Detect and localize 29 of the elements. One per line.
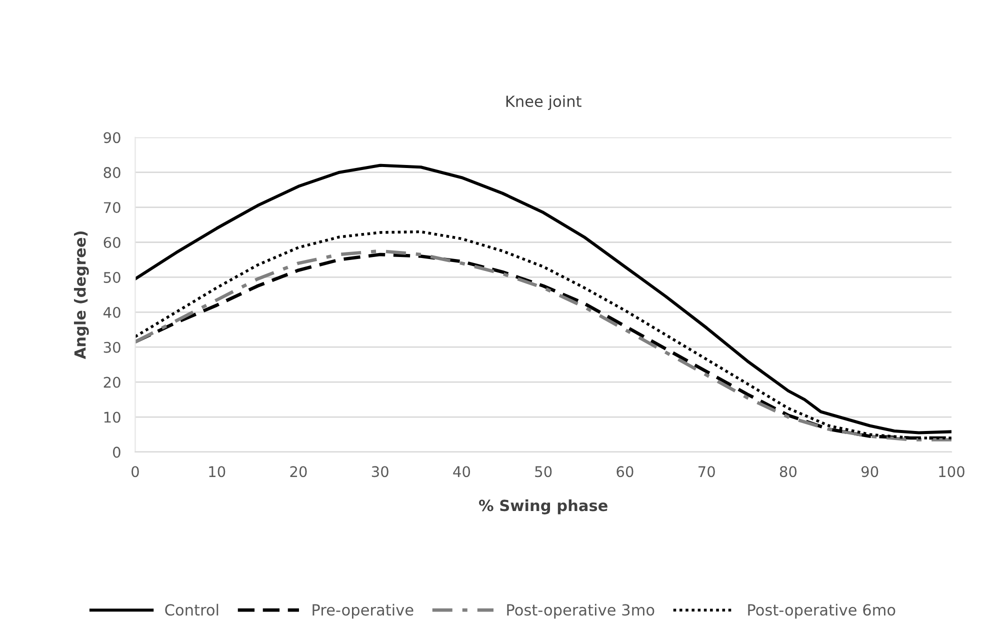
y-tick-label: 70 [104, 202, 120, 214]
x-tick-label: 80 [780, 466, 797, 478]
line-series [135, 164, 952, 434]
x-tick-label: 60 [616, 466, 634, 478]
y-tick-label: 20 [104, 376, 120, 388]
x-tick-label: 10 [209, 466, 226, 478]
chart-title: Knee joint [506, 95, 582, 110]
y-tick-label: 10 [104, 412, 120, 423]
y-tick-label: 80 [104, 167, 120, 178]
legend-label: Control [165, 604, 218, 616]
x-tick-label: 70 [698, 466, 715, 478]
x-tick-label: 100 [939, 466, 964, 478]
x-tick-label: 30 [372, 466, 388, 478]
y-tick-label: 30 [104, 342, 120, 353]
x-axis-title: % Swing phase [478, 499, 608, 514]
x-tick-label: 20 [290, 466, 307, 478]
x-tick-label: 40 [453, 466, 470, 478]
legend-label: Post-operative 6mo [748, 604, 896, 619]
y-tick-label: 0 [113, 446, 120, 458]
y-tick-label: 40 [103, 306, 120, 318]
y-tick-label: 50 [104, 272, 120, 283]
x-tick-label: 50 [535, 466, 552, 478]
x-tick-label: 90 [861, 466, 878, 478]
legend-label: Pre-operative [312, 604, 414, 619]
y-tick-label: 60 [104, 236, 120, 248]
y-axis-title: Angle (degree) [74, 231, 89, 360]
legend-label: Post-operative 3mo [507, 604, 654, 619]
y-tick-label: 90 [104, 132, 120, 144]
x-tick-label: 0 [132, 466, 139, 478]
